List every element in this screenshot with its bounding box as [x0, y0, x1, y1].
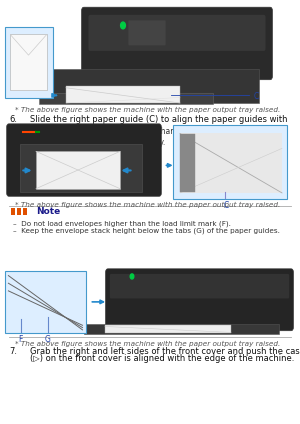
FancyBboxPatch shape	[39, 93, 213, 104]
Bar	[0, 125, 300, 199]
Text: (▷) on the front cover is aligned with the edge of the machine.: (▷) on the front cover is aligned with t…	[30, 354, 294, 363]
Circle shape	[121, 22, 125, 29]
Text: * The above figure shows the machine with the paper output tray raised.: * The above figure shows the machine wit…	[15, 202, 280, 208]
Bar	[22, 208, 27, 215]
Text: 7.: 7.	[9, 347, 17, 356]
Text: Note: Note	[36, 207, 60, 216]
FancyBboxPatch shape	[84, 324, 279, 334]
Text: F: F	[19, 335, 23, 344]
Text: C: C	[224, 201, 229, 210]
Circle shape	[130, 274, 134, 279]
Bar	[11, 208, 15, 215]
FancyBboxPatch shape	[128, 20, 166, 45]
FancyBboxPatch shape	[105, 325, 231, 333]
Bar	[0, 269, 300, 335]
Text: * The above figure shows the machine with the paper output tray raised.: * The above figure shows the machine wit…	[15, 107, 280, 113]
FancyBboxPatch shape	[110, 274, 289, 298]
Text: G: G	[44, 335, 50, 344]
Text: Grab the right and left sides of the front cover and push the cassette back unti: Grab the right and left sides of the fro…	[30, 347, 300, 356]
Text: Slide the right paper guide (C) to align the paper guides with both sides of the: Slide the right paper guide (C) to align…	[30, 115, 287, 135]
FancyBboxPatch shape	[66, 86, 180, 103]
FancyBboxPatch shape	[5, 27, 53, 98]
FancyBboxPatch shape	[106, 269, 293, 331]
FancyBboxPatch shape	[36, 151, 120, 189]
FancyBboxPatch shape	[180, 133, 282, 193]
Text: –  Do not load envelopes higher than the load limit mark (F).: – Do not load envelopes higher than the …	[13, 220, 230, 227]
FancyBboxPatch shape	[88, 15, 266, 51]
Text: * The above figure shows the machine with the paper output tray raised.: * The above figure shows the machine wit…	[15, 340, 280, 346]
FancyBboxPatch shape	[173, 125, 287, 199]
FancyBboxPatch shape	[180, 134, 195, 192]
Text: C: C	[254, 92, 259, 101]
FancyBboxPatch shape	[82, 7, 272, 80]
FancyBboxPatch shape	[20, 144, 142, 192]
FancyBboxPatch shape	[10, 34, 47, 90]
FancyBboxPatch shape	[7, 124, 161, 196]
Bar	[16, 208, 21, 215]
Text: Do not slide the paper guides too hard against the envelopes. The envelopes may : Do not slide the paper guides too hard a…	[30, 127, 284, 147]
Bar	[0, 0, 300, 104]
Text: 6.: 6.	[9, 115, 17, 124]
FancyBboxPatch shape	[5, 271, 86, 333]
FancyBboxPatch shape	[53, 69, 259, 103]
Text: –  Keep the envelope stack height below the tabs (G) of the paper guides.: – Keep the envelope stack height below t…	[13, 227, 280, 234]
